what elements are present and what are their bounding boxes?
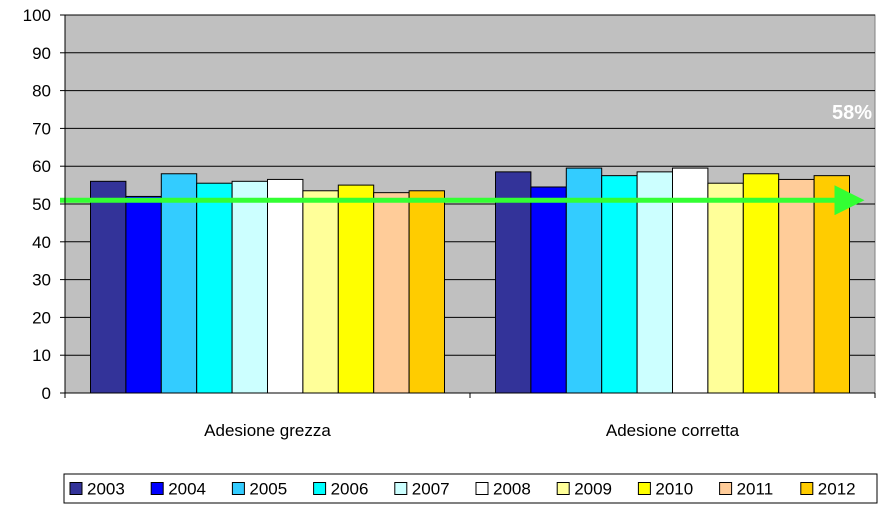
bar-2003-2 xyxy=(495,171,532,394)
bar-2012-1 xyxy=(408,190,446,394)
x-category-label: Adesione grezza xyxy=(204,421,331,440)
legend-label-2012: 2012 xyxy=(818,480,856,499)
bar-2008-1 xyxy=(267,178,304,394)
y-tick-label: 10 xyxy=(32,346,51,365)
bar-2004-1 xyxy=(125,195,162,394)
legend-label-2010: 2010 xyxy=(655,480,693,499)
bar-2009-2 xyxy=(707,182,744,394)
legend-label-2004: 2004 xyxy=(168,480,206,499)
bar-2004-2 xyxy=(530,186,567,394)
legend: 2003 2004 2005 2006 2007 2008 2009 2010 2011 2012 xyxy=(63,473,878,504)
y-tick-label: 40 xyxy=(32,233,51,252)
legend-label-2011: 2011 xyxy=(737,480,774,499)
bar-2012-2 xyxy=(813,175,850,394)
bar-2009-1 xyxy=(302,190,339,394)
y-tick-label: 50 xyxy=(32,195,51,214)
legend-swatch-2003 xyxy=(69,482,83,495)
y-tick-label: 30 xyxy=(32,271,51,290)
bar-2005-2 xyxy=(565,167,603,394)
legend-swatch-2012 xyxy=(800,482,814,495)
bar-2003-1 xyxy=(90,180,127,394)
bar-2011-2 xyxy=(778,178,815,394)
legend-swatch-2009 xyxy=(556,482,570,495)
axes: 0 10 20 30 40 50 60 70 80 90 100 Adesione grezza Ade… xyxy=(23,6,876,440)
legend-swatch-2004 xyxy=(150,482,164,495)
y-tick-label: 0 xyxy=(42,384,51,403)
legend-label-2007: 2007 xyxy=(412,480,450,499)
bar-2011-1 xyxy=(373,192,410,394)
legend-swatch-2007 xyxy=(394,482,408,495)
bar-2010-2 xyxy=(742,173,780,394)
y-tick-label: 20 xyxy=(32,308,51,327)
bar-2007-2 xyxy=(636,171,673,394)
y-tick-label: 80 xyxy=(32,82,51,101)
legend-swatch-2011 xyxy=(719,482,733,495)
legend-swatch-2008 xyxy=(475,482,489,495)
y-tick-label: 60 xyxy=(32,157,51,176)
legend-swatch-2005 xyxy=(231,482,245,495)
legend-swatch-2006 xyxy=(313,482,327,495)
legend-label-2008: 2008 xyxy=(493,480,531,499)
x-category-label: Adesione corretta xyxy=(606,421,740,440)
y-tick-label: 100 xyxy=(23,6,51,25)
legend-swatch-2010 xyxy=(637,482,651,495)
y-tick-label: 90 xyxy=(32,44,51,63)
legend-label-2003: 2003 xyxy=(87,480,125,499)
reference-label: 58% xyxy=(832,102,872,124)
bar-2006-2 xyxy=(601,175,638,394)
legend-label-2009: 2009 xyxy=(574,480,612,499)
bar-2005-1 xyxy=(160,173,198,394)
legend-label-2006: 2006 xyxy=(331,480,369,499)
bar-2007-1 xyxy=(231,180,269,394)
bar-2010-1 xyxy=(337,184,375,394)
legend-label-2005: 2005 xyxy=(249,480,287,499)
y-tick-label: 70 xyxy=(32,119,51,138)
bar-2006-1 xyxy=(196,182,233,394)
legend-box xyxy=(63,473,878,504)
plot-area: 58% xyxy=(60,14,876,394)
